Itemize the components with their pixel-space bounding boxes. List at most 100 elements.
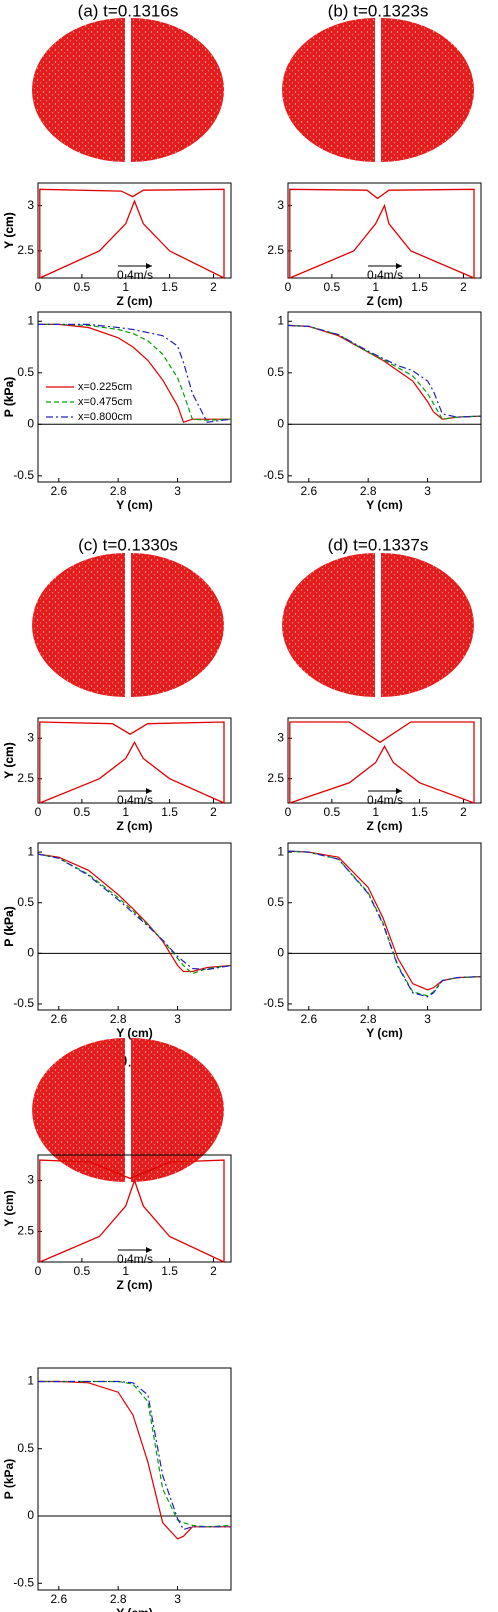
x-tick-label: 3 [424,484,431,498]
y-axis-label: P (kPa) [2,1459,16,1499]
x-axis-label: Y (cm) [116,1026,152,1040]
reference-arrow-head [396,263,402,269]
x-tick-label: 3 [174,1012,181,1026]
legend-label: x=0.225cm [78,381,132,393]
interface-outline [39,188,225,280]
plot-frame [37,842,232,1011]
x-tick-label: 2.6 [300,484,317,498]
x-tick-label: 2 [210,805,217,819]
x-tick-label: 2.6 [300,1012,317,1026]
droplet-right [131,553,224,697]
plot-frame [37,717,232,804]
pressure-line [37,853,232,971]
reference-arrow-head [146,1247,152,1253]
y-tick-label: 1 [277,313,284,327]
droplet-left [32,1038,126,1182]
x-tick-label: 1.5 [411,805,428,819]
x-tick-label: 1 [122,280,129,294]
droplet-left [32,553,126,697]
plot-frame [37,311,232,483]
y-tick-label: 3 [27,198,34,212]
x-tick-label: 2.8 [110,1592,127,1606]
plot-frame [287,842,482,1011]
y-tick-label: 0.5 [17,365,34,379]
panel-title: (d) t=0.1337s [328,535,429,554]
x-tick-label: 0.5 [324,280,341,294]
y-tick-label: 3 [277,198,284,212]
legend-label: x=0.800cm [78,411,132,423]
pressure-line [38,323,232,423]
x-tick-label: 2 [210,1264,217,1278]
reference-label: 0.4m/s [117,268,153,282]
panel-title: (a) t=0.1316s [78,1,179,20]
x-tick-label: 2.6 [50,1012,67,1026]
y-axis-label: Y (cm) [2,212,16,248]
x-tick-label: 0.5 [74,280,91,294]
x-tick-label: 0 [285,280,292,294]
y-tick-label: 0 [277,945,284,959]
x-axis-label: Y (cm) [366,498,402,512]
reference-label: 0.4m/s [367,268,403,282]
pressure-line [37,853,232,973]
pressure-line [37,853,232,975]
x-tick-label: 2.6 [50,1592,67,1606]
x-tick-label: 1.5 [161,1264,178,1278]
y-tick-label: 3 [27,1173,34,1187]
x-axis-label: Z (cm) [117,819,153,833]
x-axis-label: Z (cm) [117,1278,153,1292]
pressure-line [38,1380,232,1528]
legend-label: x=0.475cm [78,396,132,408]
reference-label: 0.4m/s [117,793,153,807]
x-axis-label: Y (cm) [116,498,152,512]
x-tick-label: 2.8 [110,1012,127,1026]
x-tick-label: 0 [285,805,292,819]
panel-title: (b) t=0.1323s [328,1,429,20]
y-axis-label: Y (cm) [2,742,16,778]
y-tick-label: 1 [27,1374,34,1388]
y-tick-label: 1 [277,844,284,858]
x-tick-label: 2 [460,805,467,819]
y-tick-label: 0 [277,416,284,430]
x-tick-label: 0 [35,1264,42,1278]
y-tick-label: 3 [277,730,284,744]
pressure-line [38,323,231,423]
x-tick-label: 1 [122,1264,129,1278]
x-tick-label: 3 [174,484,181,498]
y-tick-label: -0.5 [13,1575,34,1589]
y-axis-label: Y (cm) [2,212,16,248]
x-tick-label: 1 [372,280,379,294]
x-tick-label: 2.8 [360,484,377,498]
pressure-line [38,323,232,421]
pressure-line [287,324,482,420]
reference-label: 0.4m/s [367,793,403,807]
x-axis-label: Z (cm) [367,294,403,308]
x-tick-label: 0.5 [74,1264,91,1278]
x-tick-label: 2.8 [360,1012,377,1026]
y-axis-label: P (kPa) [2,906,16,946]
y-tick-label: -0.5 [13,996,34,1010]
plot-frame [37,1154,232,1263]
y-tick-label: -0.5 [263,468,284,482]
y-tick-label: -0.5 [263,996,284,1010]
x-tick-label: 2.6 [50,484,67,498]
interface-outline [289,721,475,804]
droplet-right [131,18,224,162]
plot-frame [287,311,482,483]
droplet-right [381,18,474,162]
reference-arrow-head [146,263,152,269]
x-tick-label: 3 [174,1592,181,1606]
pressure-line [287,850,482,991]
pressure-line [287,850,482,998]
y-axis-label: Y (cm) [2,1190,16,1226]
droplet-left [282,553,375,697]
plot-frame [37,1367,232,1591]
y-tick-label: 1 [27,844,34,858]
y-axis-label: P (kPa) [2,377,16,417]
plot-frame [37,182,232,279]
y-tick-label: 0.5 [17,895,34,909]
y-tick-label: 0.5 [17,1441,34,1455]
y-tick-label: 2.5 [17,1224,34,1238]
x-tick-label: 0 [35,805,42,819]
x-axis-label: Z (cm) [117,294,153,308]
pressure-line [287,324,482,418]
